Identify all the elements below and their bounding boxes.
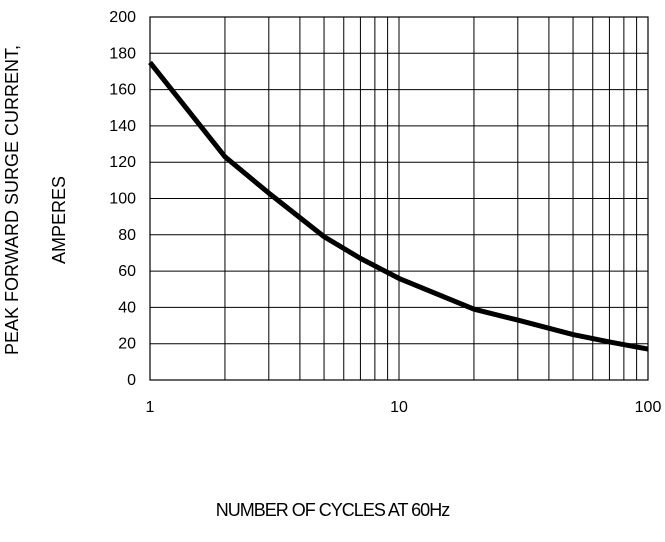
y-tick-label: 20: [118, 336, 136, 353]
y-tick-label: 60: [118, 263, 136, 280]
y-tick-label: 200: [109, 9, 136, 26]
y-tick-label: 140: [109, 118, 136, 135]
plot-frame: [149, 16, 649, 381]
y-axis-title-line-2: AMPERES: [49, 176, 69, 264]
y-tick-label: 100: [109, 191, 136, 208]
surge-current-curve: [148, 60, 649, 352]
series-group: [148, 60, 649, 352]
plot-border: [149, 16, 649, 381]
x-tick-labels: 1 10 100: [146, 399, 662, 416]
y-tick-labels: 0 20 40 60 80 100 120 140 160 180 200: [109, 9, 136, 389]
y-tick-label: 180: [109, 45, 136, 62]
y-tick-label: 80: [118, 227, 136, 244]
x-tick-label: 10: [390, 399, 408, 416]
x-tick-label: 100: [635, 399, 662, 416]
grid-lines: [149, 16, 648, 381]
y-tick-label: 40: [118, 299, 136, 316]
x-tick-label: 1: [146, 399, 155, 416]
y-tick-label: 160: [109, 82, 136, 99]
x-axis-title: NUMBER OF CYCLES AT 60Hz: [215, 500, 450, 520]
y-axis-title-line-1: PEAK FORWARD SURGE CURRENT,: [2, 45, 22, 355]
y-tick-label: 120: [109, 154, 136, 171]
y-tick-label: 0: [127, 372, 136, 389]
